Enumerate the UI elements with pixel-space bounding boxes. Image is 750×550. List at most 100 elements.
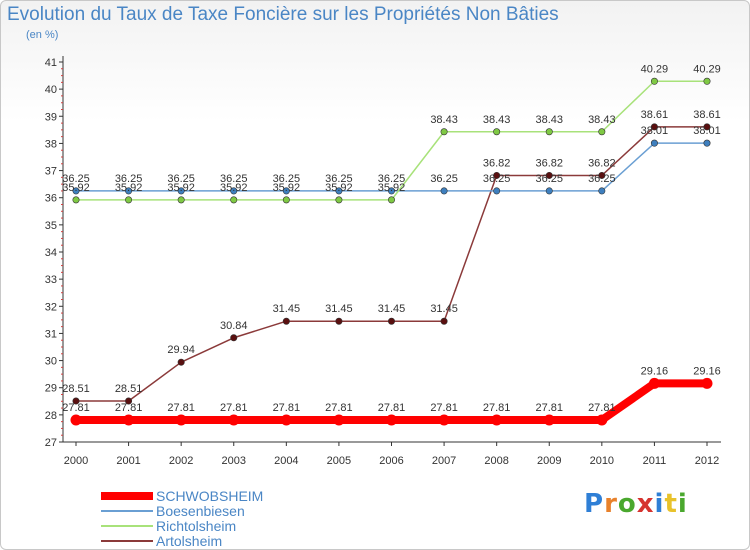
- legend-label: Boesenbiesen: [156, 503, 245, 519]
- data-point-artolsheim: [545, 171, 553, 179]
- data-point-richtolsheim: [230, 196, 238, 204]
- x-tick-label: 2001: [116, 455, 140, 467]
- data-label-richtolsheim: 40.29: [693, 63, 721, 75]
- data-label-schwobsheim: 27.81: [535, 402, 563, 414]
- x-tick-label: 2000: [64, 455, 88, 467]
- data-label-richtolsheim: 35.92: [378, 182, 406, 194]
- data-label-boesenbiesen: 36.25: [273, 173, 301, 185]
- data-label-boesenbiesen: 36.25: [588, 173, 616, 185]
- y-tick-label: 31: [45, 328, 57, 340]
- x-tick-label: 2005: [327, 455, 351, 467]
- data-label-schwobsheim: 27.81: [378, 402, 406, 414]
- x-tick-label: 2002: [169, 455, 193, 467]
- data-point-schwobsheim: [333, 414, 345, 426]
- data-label-richtolsheim: 35.92: [220, 182, 248, 194]
- proxiti-logo: Proxiti: [584, 489, 688, 519]
- data-label-artolsheim: 28.51: [62, 383, 90, 395]
- data-point-artolsheim: [440, 317, 448, 325]
- y-tick-label: 29: [45, 383, 57, 395]
- data-label-richtolsheim: 38.43: [535, 114, 563, 126]
- data-point-boesenbiesen: [72, 187, 80, 195]
- y-tick-label: 28: [45, 410, 57, 422]
- data-label-schwobsheim: 27.81: [167, 402, 195, 414]
- data-label-richtolsheim: 35.92: [325, 182, 353, 194]
- data-label-boesenbiesen: 36.25: [62, 173, 90, 185]
- data-point-boesenbiesen: [282, 187, 290, 195]
- data-point-artolsheim: [335, 317, 343, 325]
- data-point-artolsheim: [493, 171, 501, 179]
- data-label-boesenbiesen: 36.25: [167, 173, 195, 185]
- data-point-richtolsheim: [493, 128, 501, 136]
- data-label-artolsheim: 28.51: [115, 383, 143, 395]
- data-point-schwobsheim: [543, 414, 555, 426]
- data-label-boesenbiesen: 36.25: [483, 173, 511, 185]
- x-tick-label: 2009: [537, 455, 561, 467]
- data-point-schwobsheim: [175, 414, 187, 426]
- y-tick-label: 32: [45, 301, 57, 313]
- data-point-richtolsheim: [125, 196, 133, 204]
- data-label-richtolsheim: 38.43: [588, 114, 616, 126]
- data-point-richtolsheim: [177, 196, 185, 204]
- y-tick-label: 33: [45, 274, 57, 286]
- y-tick-label: 35: [45, 220, 57, 232]
- data-point-artolsheim: [650, 123, 658, 131]
- data-label-schwobsheim: 27.81: [62, 402, 90, 414]
- legend-label: SCHWOBSHEIM: [156, 488, 264, 504]
- data-label-artolsheim: 31.45: [325, 303, 353, 315]
- data-point-schwobsheim: [386, 414, 397, 426]
- data-label-schwobsheim: 27.81: [588, 402, 616, 414]
- data-label-schwobsheim: 27.81: [325, 402, 353, 414]
- x-tick-label: 2007: [432, 455, 456, 467]
- x-tick-label: 2010: [590, 455, 614, 467]
- data-label-richtolsheim: 38.43: [430, 114, 458, 126]
- data-label-boesenbiesen: 36.25: [430, 173, 458, 185]
- legend-item-artolsheim: Artolsheim: [101, 533, 222, 549]
- data-point-boesenbiesen: [545, 187, 553, 195]
- data-label-artolsheim: 31.45: [430, 303, 458, 315]
- legend-item-schwobsheim: SCHWOBSHEIM: [101, 488, 263, 504]
- data-point-schwobsheim: [70, 414, 82, 426]
- legend-label: Richtolsheim: [156, 518, 237, 534]
- data-label-boesenbiesen: 38.01: [693, 125, 721, 137]
- data-label-artolsheim: 38.61: [641, 109, 669, 121]
- data-label-artolsheim: 31.45: [378, 303, 406, 315]
- data-point-boesenbiesen: [650, 139, 658, 147]
- x-tick-label: 2011: [643, 455, 667, 467]
- data-label-richtolsheim: 38.43: [483, 114, 511, 126]
- data-point-richtolsheim: [440, 128, 448, 136]
- line-chart: 27 28 29 30 31 32 33 34 35 36 37 38 39 40 41 2000 2001 20…: [45, 56, 721, 467]
- data-point-boesenbiesen: [230, 187, 238, 195]
- y-tick-label: 40: [45, 84, 57, 96]
- data-label-richtolsheim: 35.92: [273, 182, 301, 194]
- data-point-schwobsheim: [280, 414, 292, 426]
- y-tick-label: 36: [45, 193, 57, 205]
- unit-label: (en %): [26, 29, 59, 41]
- data-label-artolsheim: 29.94: [167, 344, 195, 356]
- data-label-richtolsheim: 35.92: [62, 182, 90, 194]
- x-tick-label: 2004: [274, 455, 298, 467]
- data-point-schwobsheim: [123, 414, 135, 426]
- legend-swatch: [101, 540, 153, 542]
- data-point-richtolsheim: [282, 196, 290, 204]
- legend-swatch: [101, 525, 153, 527]
- y-tick-label: 41: [45, 57, 57, 69]
- data-point-boesenbiesen: [387, 187, 395, 195]
- data-point-richtolsheim: [545, 128, 553, 136]
- data-point-boesenbiesen: [440, 187, 448, 195]
- y-tick-label: 38: [45, 138, 57, 150]
- data-label-boesenbiesen: 36.25: [325, 173, 353, 185]
- legend-item-boesenbiesen: Boesenbiesen: [101, 503, 245, 519]
- data-label-artolsheim: 30.84: [220, 320, 248, 332]
- data-point-schwobsheim: [596, 414, 608, 426]
- data-point-boesenbiesen: [335, 187, 343, 195]
- y-tick-label: 37: [45, 166, 57, 178]
- data-point-schwobsheim: [701, 377, 713, 389]
- data-point-artolsheim: [177, 358, 185, 366]
- data-label-schwobsheim: 27.81: [220, 402, 248, 414]
- legend-item-richtolsheim: Richtolsheim: [101, 518, 236, 534]
- data-point-artolsheim: [282, 317, 290, 325]
- data-point-richtolsheim: [703, 77, 711, 85]
- data-point-schwobsheim: [438, 414, 450, 426]
- data-label-boesenbiesen: 36.25: [535, 173, 563, 185]
- data-label-schwobsheim: 27.81: [273, 402, 301, 414]
